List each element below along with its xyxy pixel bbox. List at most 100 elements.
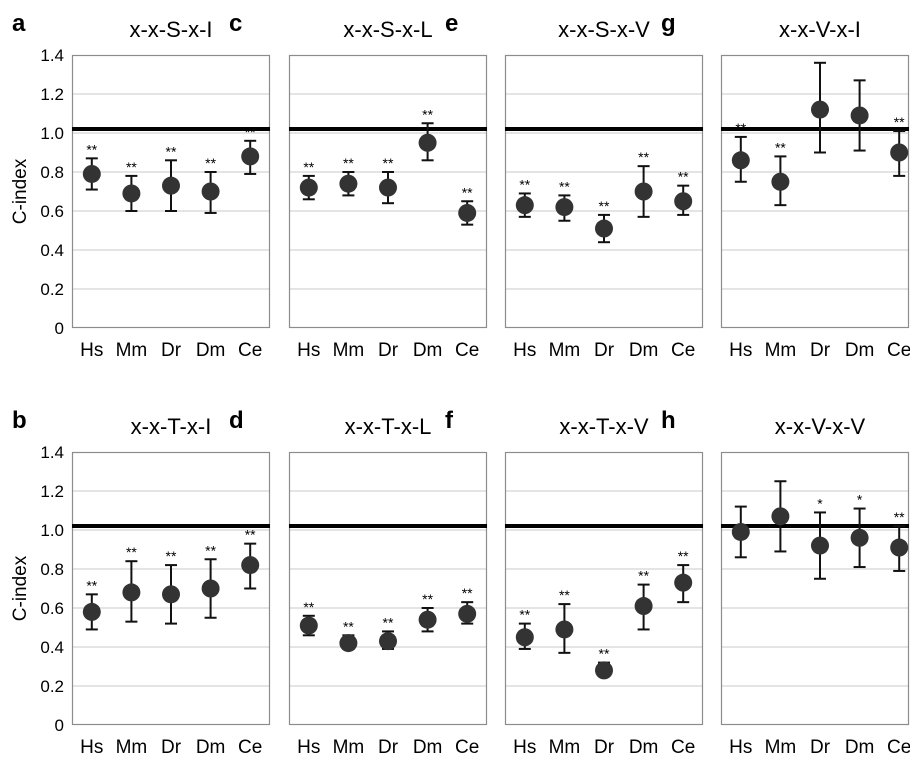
- panel-e-significance-label: **: [559, 178, 570, 194]
- panel-e-plot-area: [505, 55, 703, 328]
- panel-a-letter: a: [12, 10, 26, 37]
- panel-c-xtick-label: Dr: [378, 340, 399, 361]
- panel-d-point: [299, 616, 318, 635]
- panel-c-significance-label: **: [462, 184, 473, 200]
- panel-d-significance-label: **: [422, 591, 433, 607]
- panel-h-point: [850, 528, 869, 547]
- panel-h-plot-area: [721, 452, 909, 725]
- panel-d-plot-area: [289, 452, 487, 725]
- panel-h-xtick-label: Ce: [887, 737, 910, 757]
- panel-b-letter: b: [12, 407, 27, 434]
- panel-e-xtick-label: Dr: [594, 340, 615, 361]
- panel-c-point: [379, 178, 397, 197]
- panel-b-significance-label: **: [126, 544, 137, 560]
- panel-e-xtick-label: Dm: [629, 340, 659, 361]
- panel-g-xtick-label: Mm: [765, 340, 797, 361]
- panel-h-xtick-label: Hs: [729, 737, 752, 757]
- panel-c-xtick-label: Ce: [455, 340, 479, 361]
- panel-f-significance-label: **: [638, 568, 649, 584]
- panel-e-point: [674, 192, 693, 211]
- panel-g-plot-area: [721, 55, 909, 328]
- panel-a-significance-label: **: [245, 124, 256, 140]
- panel-d-xtick-label: Dr: [378, 737, 399, 757]
- panel-c-significance-label: **: [303, 159, 314, 175]
- panel-g-xtick-label: Dr: [810, 340, 831, 361]
- panel-a-point: [82, 164, 101, 183]
- panel-c-point: [339, 174, 358, 193]
- panel-b-frame: [71, 451, 271, 726]
- panel-a-ytick-label: 0.4: [40, 241, 64, 260]
- panel-b-ytick-label: 0: [55, 716, 64, 735]
- panel-f-significance-label: **: [519, 607, 530, 623]
- panel-h-significance-label: *: [817, 495, 823, 511]
- panel-a-significance-label: **: [86, 141, 97, 157]
- panel-b-point: [201, 579, 220, 598]
- panel-b-ytick-label: 1.4: [40, 443, 64, 462]
- panel-e-significance-label: **: [678, 169, 689, 185]
- panel-c-letter: c: [229, 10, 242, 37]
- panel-e-point: [595, 219, 613, 238]
- panel-g-significance-label: **: [775, 139, 786, 155]
- panel-f-point: [674, 573, 693, 592]
- panel-b-ytick-label: 1.2: [40, 482, 64, 501]
- panel-g-letter: g: [661, 10, 676, 37]
- panel-e-xtick-label: Mm: [549, 340, 581, 361]
- panel-a-frame: [71, 54, 271, 329]
- panel-e-significance-label: **: [638, 149, 649, 165]
- panel-a-significance-label: **: [166, 143, 177, 159]
- panel-b-ytick-label: 0.2: [40, 677, 64, 696]
- panel-a-significance-label: **: [126, 159, 137, 175]
- panel-h-significance-label: *: [857, 492, 863, 508]
- panel-b-ytick-label: 0.6: [40, 599, 64, 618]
- panel-d-significance-label: **: [303, 599, 314, 615]
- panel-a-xtick-label: Hs: [80, 340, 103, 361]
- panel-b-xtick-label: Ce: [238, 737, 262, 757]
- panel-h-xtick-label: Mm: [765, 737, 797, 757]
- panel-c-title: x-x-S-x-L: [343, 17, 432, 42]
- panel-a-xtick-label: Dm: [196, 340, 226, 361]
- panel-b-xtick-label: Dr: [161, 737, 182, 757]
- panel-d-point: [458, 604, 477, 623]
- panel-b-xtick-label: Dm: [196, 737, 226, 757]
- panel-a-significance-label: **: [205, 155, 216, 171]
- panel-c-point: [299, 178, 318, 197]
- panel-b-significance-label: **: [205, 542, 216, 558]
- panel-g-significance-label: **: [735, 120, 746, 136]
- panel-b-point: [122, 583, 141, 602]
- panel-g-xtick-label: Dm: [845, 340, 875, 361]
- panel-g-point: [890, 143, 909, 162]
- panel-b-point: [241, 556, 260, 575]
- panel-f-significance-label: **: [678, 548, 689, 564]
- panel-f-point: [555, 620, 574, 639]
- panel-e-xtick-label: Hs: [513, 340, 536, 361]
- panel-e-significance-label: **: [599, 198, 610, 214]
- panel-d-xtick-label: Mm: [333, 737, 365, 757]
- panel-b-ytick-label: 0.4: [40, 638, 64, 657]
- panel-b-title: x-x-T-x-I: [131, 414, 212, 439]
- panel-d-significance-label: **: [343, 618, 354, 634]
- panel-d-frame: [288, 451, 488, 726]
- panel-c-significance-label: **: [343, 155, 354, 171]
- panel-f-xtick-label: Ce: [671, 737, 695, 757]
- panel-e-title: x-x-S-x-V: [558, 17, 650, 42]
- panel-h-point: [890, 538, 909, 557]
- panel-a-ytick-label: 0: [55, 319, 64, 338]
- panel-d-title: x-x-T-x-L: [345, 414, 432, 439]
- panel-g-point: [850, 106, 869, 125]
- panel-b-ylabel: C-index: [10, 555, 31, 621]
- panel-b-significance-label: **: [245, 527, 256, 543]
- panel-f-point: [634, 597, 653, 616]
- panel-h-significance-label: **: [894, 509, 905, 525]
- panel-g-point: [771, 172, 790, 191]
- panel-c-point: [458, 203, 477, 222]
- panel-h-point: [811, 536, 829, 555]
- panel-h-point: [731, 522, 750, 541]
- panel-e-point: [555, 198, 574, 217]
- panel-e-point: [515, 196, 534, 215]
- panel-b-xtick-label: Hs: [80, 737, 103, 757]
- panel-f-xtick-label: Dm: [629, 737, 659, 757]
- panel-b-ytick-label: 0.8: [40, 560, 64, 579]
- panel-d-point: [379, 632, 397, 651]
- panel-a-ytick-label: 0.2: [40, 280, 64, 299]
